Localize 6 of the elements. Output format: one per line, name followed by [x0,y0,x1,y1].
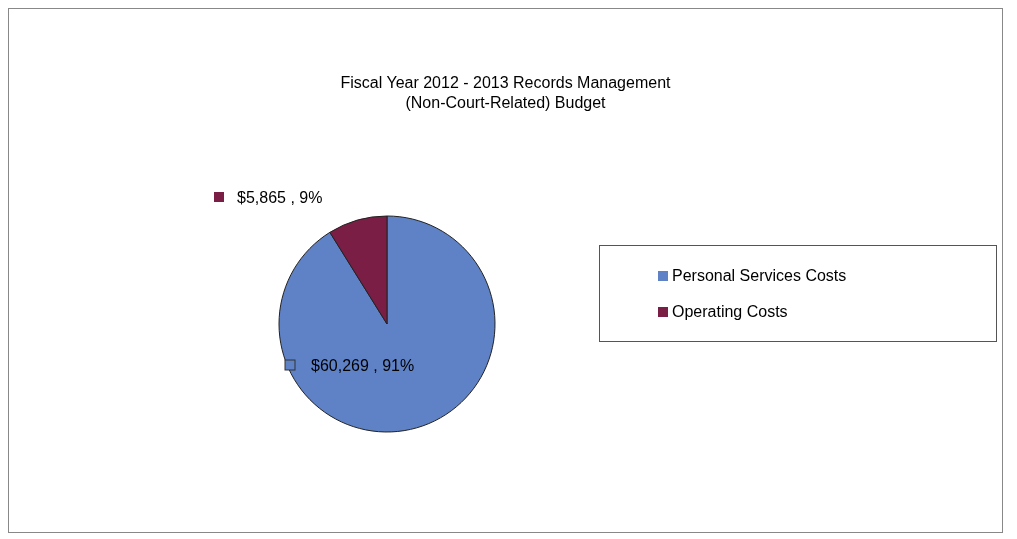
data-label: $60,269 , 91% [311,356,415,374]
pie-slice [278,215,496,433]
legend-label: Operating Costs [672,302,788,320]
data-label: $5,865 , 9% [237,188,323,206]
legend-label: Personal Services Costs [672,266,847,284]
chart-title: Fiscal Year 2012 - 2013 Records Management (Non-Court-Related) Budget [339,73,672,113]
